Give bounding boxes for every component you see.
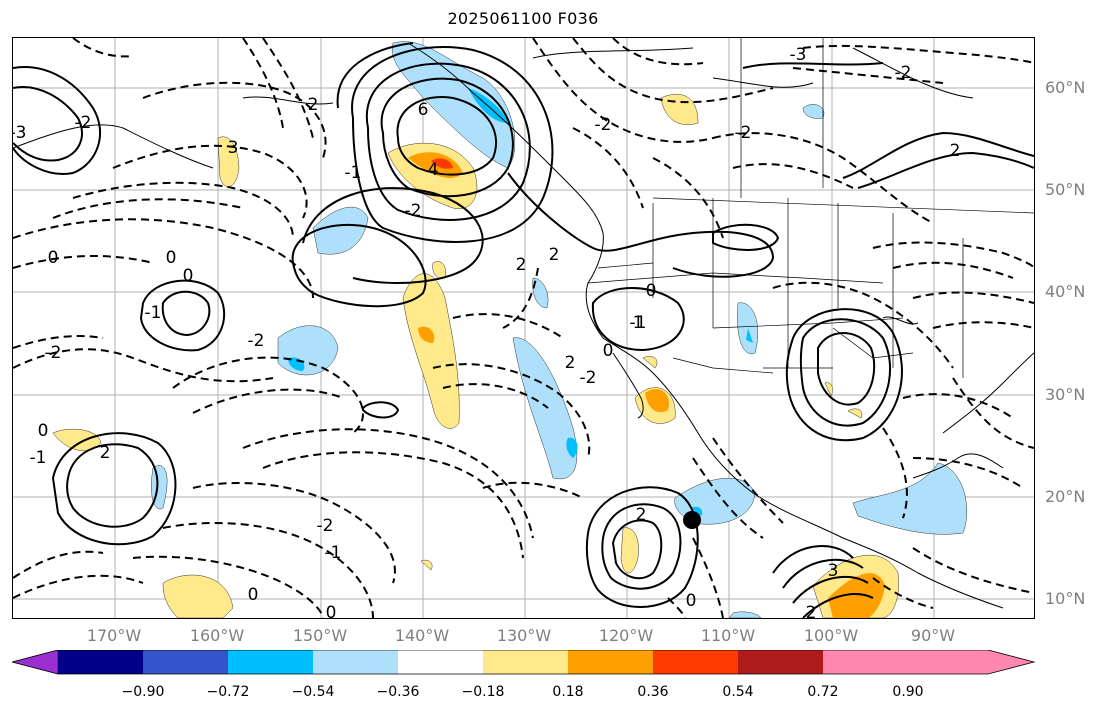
colorbar-bin (483, 650, 568, 674)
contour-label: 0 (248, 585, 259, 605)
contour-label: 0 (686, 591, 697, 611)
colorbar-bin (568, 650, 653, 674)
contour-label: -2 (580, 368, 597, 388)
colorbar-tick-label: 0.36 (637, 684, 669, 700)
colorbar-bin (12, 650, 59, 675)
colorbar-bin (58, 650, 143, 674)
contour-label: 2 (565, 353, 576, 373)
lat-label: 20°N (1045, 487, 1086, 506)
contour-label: 0 (48, 248, 59, 268)
contour-label: -1 (145, 303, 162, 323)
colorbar-tick-label: 0.72 (807, 684, 839, 700)
colorbar-bin (398, 650, 483, 674)
colorbar-tick-label: −0.72 (206, 684, 250, 700)
contour-label: -2 (895, 63, 912, 83)
lon-label: 100°W (803, 626, 859, 645)
state-borders (587, 38, 1034, 378)
contour-label: -2 (75, 113, 92, 133)
contour-label: -3 (13, 123, 26, 143)
colorbar (12, 650, 1036, 675)
colorbar-bin (143, 650, 228, 674)
colorbar-tick-label: −0.54 (291, 684, 335, 700)
contour-label: -2 (735, 123, 752, 143)
contour-label: 0 (603, 341, 614, 361)
contour-label: 3 (228, 138, 239, 158)
contour-label: -2 (45, 343, 62, 363)
lon-label: 170°W (86, 626, 142, 645)
map-title: 2025061100 F036 (447, 9, 599, 28)
colorbar-bin (228, 650, 313, 674)
lat-label: 50°N (1045, 180, 1086, 199)
coastlines (13, 42, 1034, 609)
colorbar-bin (988, 650, 1034, 674)
lon-label: 140°W (394, 626, 450, 645)
contour-label: -1 (630, 313, 647, 333)
contour-label: 0 (183, 266, 194, 286)
contour-label: 1 (633, 313, 644, 333)
contour-label: 0 (166, 248, 177, 268)
lon-label: 90°W (910, 626, 956, 645)
contour-label: 2 (308, 95, 319, 115)
colorbar-tick-label: −0.18 (461, 684, 505, 700)
contour-label: 2 (950, 141, 961, 161)
gridlines (13, 38, 1034, 618)
storm-center-marker (683, 511, 701, 529)
lat-label: 30°N (1045, 385, 1086, 404)
colorbar-tick-label: −0.90 (121, 684, 165, 700)
map-canvas: 6 4 2 2 2 0 0 0 0 0 0 -1 -1 -2 -2 -2 -2 … (13, 38, 1034, 618)
contour-label: 3 (828, 561, 839, 581)
shaded-positive-red (431, 158, 453, 169)
colorbar-tick-label: 0.18 (552, 684, 584, 700)
lat-label: 60°N (1045, 78, 1086, 97)
contour-label: -3 (790, 45, 807, 65)
contour-label: 2 (806, 603, 817, 618)
colorbar-bin (738, 650, 823, 674)
lon-label: 150°W (292, 626, 348, 645)
contours-positive (13, 42, 1034, 618)
contour-label: 0 (646, 281, 657, 301)
contour-label: 0 (326, 603, 337, 618)
shaded-positive-light (52, 94, 899, 618)
contour-label: -1 (325, 543, 342, 563)
contour-label: -1 (30, 448, 47, 468)
colorbar-bin (823, 650, 988, 674)
shaded-positive-strong (408, 152, 885, 618)
shaded-negative-light (151, 41, 967, 618)
contour-label: 2 (636, 505, 647, 525)
colorbar-tick-label: 0.90 (892, 684, 924, 700)
colorbar-tick-label: −0.36 (376, 684, 420, 700)
lat-label: 40°N (1045, 282, 1086, 301)
lat-label: 10°N (1045, 589, 1086, 608)
contour-label: 0 (38, 421, 49, 441)
contour-label: -2 (317, 516, 334, 536)
colorbar-bin (653, 650, 738, 674)
lon-label: 110°W (700, 626, 756, 645)
colorbar-tick-label: 0.54 (722, 684, 754, 700)
contour-labels: 6 4 2 2 2 0 0 0 0 0 0 -1 -1 -2 -2 -2 -2 … (13, 45, 960, 618)
contour-label: -1 (345, 163, 362, 183)
contour-label: 2 (549, 245, 560, 265)
contour-label: 2 (100, 443, 111, 463)
lon-label: 160°W (189, 626, 245, 645)
contour-label: -2 (248, 331, 265, 351)
lon-label: 120°W (598, 626, 654, 645)
contour-label: -2 (405, 201, 422, 221)
contours-negative (13, 38, 1034, 618)
contour-label: -2 (595, 115, 612, 135)
colorbar-bin (313, 650, 398, 674)
lon-label: 130°W (496, 626, 552, 645)
contour-label: 6 (418, 100, 429, 120)
contour-label: 2 (516, 255, 527, 275)
map-panel: 6 4 2 2 2 0 0 0 0 0 0 -1 -1 -2 -2 -2 -2 … (12, 37, 1035, 619)
contour-label: 4 (428, 160, 439, 180)
